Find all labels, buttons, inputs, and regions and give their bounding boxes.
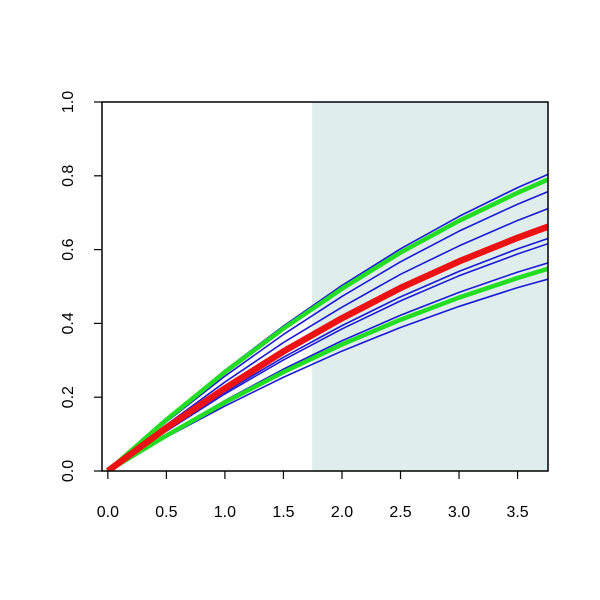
x-tick-label: 3.5 [506, 504, 528, 521]
x-tick-label: 1.5 [272, 504, 294, 521]
series-line [105, 223, 548, 471]
series-line [107, 242, 548, 471]
x-tick-label: 0.5 [155, 504, 177, 521]
lines [105, 173, 548, 471]
plot-box [101, 101, 549, 472]
y-tick-label: 0.0 [60, 460, 77, 482]
y-tick-label: 0.4 [60, 312, 77, 334]
y-tick-label: 1.0 [60, 91, 77, 113]
y-tick-label: 0.8 [60, 165, 77, 187]
y-tick-label: 0.2 [60, 386, 77, 408]
shaded-region [312, 102, 548, 471]
series-line [107, 207, 548, 471]
y-tick-label: 0.6 [60, 238, 77, 260]
x-tick-label: 0.0 [97, 504, 119, 521]
x-tick-label: 3.0 [448, 504, 470, 521]
series-line [106, 266, 548, 471]
series-line [106, 177, 548, 471]
x-tick-label: 2.5 [389, 504, 411, 521]
x-tick-label: 1.0 [214, 504, 236, 521]
x-tick-label: 2.0 [331, 504, 353, 521]
